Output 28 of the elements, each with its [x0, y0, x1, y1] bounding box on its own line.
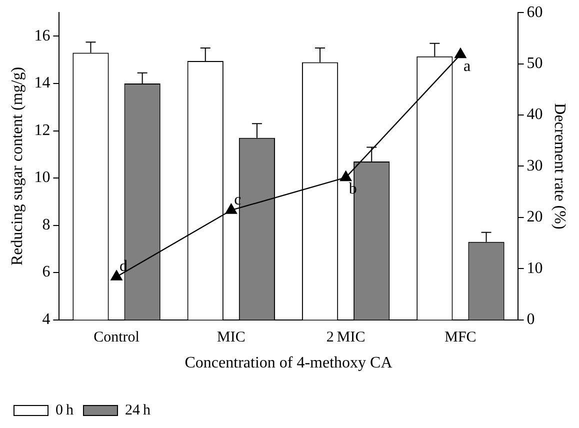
- y2-axis-title: Decrement rate (%): [551, 103, 568, 230]
- point: [225, 204, 237, 214]
- x-tick-label: 2 MIC: [326, 330, 366, 346]
- y-tick-label: 14: [34, 74, 50, 92]
- y2-tick-label: 10: [526, 260, 543, 277]
- y-tick-label: 10: [34, 169, 50, 186]
- legend-label: 24 h: [125, 402, 152, 418]
- y-tick-label: 8: [42, 216, 50, 234]
- x-tick-label: MFC: [444, 330, 476, 346]
- point: [340, 170, 352, 182]
- data-label: a: [463, 58, 471, 75]
- y-axis-title: Reducing sugar content (mg/g): [8, 66, 26, 266]
- x-axis-title: Concentration of 4-methoxy CA: [184, 354, 393, 372]
- y-tick-label: 4: [42, 311, 50, 328]
- y-tick-label: 6: [42, 264, 50, 281]
- y2-tick-label: 60: [526, 4, 543, 21]
- y2-tick-label: 0: [526, 311, 535, 328]
- y2-tick-label: 50: [526, 55, 543, 72]
- series-label: 0 h: [56, 402, 74, 418]
- y2-tick-label: 30: [526, 157, 543, 174]
- x-tick-label: MIC: [217, 330, 246, 346]
- y2-tick-label: 40: [526, 106, 543, 124]
- y2-tick-label: 20: [526, 208, 543, 226]
- point: [454, 48, 466, 58]
- y-tick-label: 16: [34, 27, 50, 44]
- point: [110, 270, 122, 280]
- y-tick-label: 12: [34, 122, 50, 139]
- x-tick-label: Control: [94, 330, 140, 346]
